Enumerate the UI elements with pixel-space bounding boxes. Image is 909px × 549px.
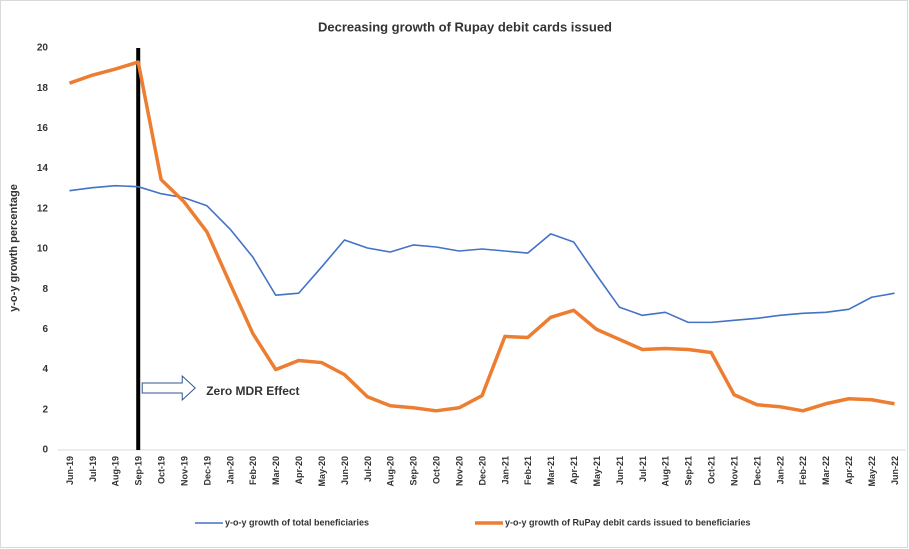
x-tick-label: Oct-21 [707,456,717,484]
y-tick-label: 4 [42,364,48,375]
x-tick-label: Jul-19 [88,456,98,482]
x-tick-label: Jan-21 [500,456,510,485]
y-tick-label: 6 [42,324,48,335]
x-tick-label: Sep-19 [134,456,144,486]
x-tick-label: Mar-22 [821,456,831,485]
x-tick-label: May-20 [317,456,327,487]
y-tick-label: 20 [37,43,49,54]
y-tick-label: 16 [37,123,49,134]
x-tick-label: Aug-19 [111,456,121,487]
x-tick-label: Oct-19 [157,456,167,484]
x-tick-label: Jun-20 [340,456,350,485]
x-tick-label: Jun-22 [890,456,900,485]
x-tick-label: Jul-20 [363,456,373,482]
x-tick-label: Jun-21 [615,456,625,485]
x-tick-label: Nov-20 [454,456,464,486]
y-tick-label: 8 [42,284,48,295]
x-tick-label: Aug-20 [386,456,396,487]
x-tick-label: Dec-19 [202,456,212,486]
x-tick-label: Apr-20 [294,456,304,485]
x-tick-label: Feb-22 [798,456,808,485]
x-tick-label: Dec-20 [477,456,487,486]
y-tick-label: 18 [37,83,49,94]
annotation-text: Zero MDR Effect [206,384,299,398]
y-tick-label: 0 [42,445,48,456]
legend-label: y-o-y growth of total beneficiaries [225,517,369,527]
y-tick-label: 2 [42,404,48,415]
series-line [69,184,895,324]
series-line [68,60,895,413]
x-tick-label: May-21 [592,456,602,487]
x-tick-label: Dec-21 [752,456,762,486]
x-tick-label: Jan-20 [225,456,235,485]
x-tick-label: Jul-21 [638,456,648,482]
x-tick-label: Jun-19 [65,456,75,485]
y-tick-label: 14 [37,163,49,174]
x-tick-label: Apr-21 [569,456,579,485]
x-tick-label: Sep-20 [409,456,419,486]
x-tick-label: May-22 [867,456,877,487]
annotation-arrow [141,374,196,402]
x-tick-label: Nov-19 [179,456,189,486]
chart-title: Decreasing growth of Rupay debit cards i… [318,19,612,34]
x-tick-label: Oct-20 [432,456,442,484]
x-tick-label: Feb-21 [523,456,533,485]
x-tick-label: Apr-22 [844,456,854,485]
y-tick-label: 10 [37,244,49,255]
y-axis-label: y-o-y growth percentage [8,184,20,312]
x-tick-label: Jan-22 [775,456,785,485]
y-tick-label: 12 [37,203,49,214]
x-tick-label: Mar-21 [546,456,556,485]
legend-label: y-o-y growth of RuPay debit cards issued… [505,517,751,527]
x-tick-label: Mar-20 [271,456,281,485]
x-tick-label: Nov-21 [729,456,739,486]
x-tick-label: Sep-21 [684,456,694,486]
x-tick-label: Feb-20 [248,456,258,485]
x-tick-label: Aug-21 [661,456,671,487]
